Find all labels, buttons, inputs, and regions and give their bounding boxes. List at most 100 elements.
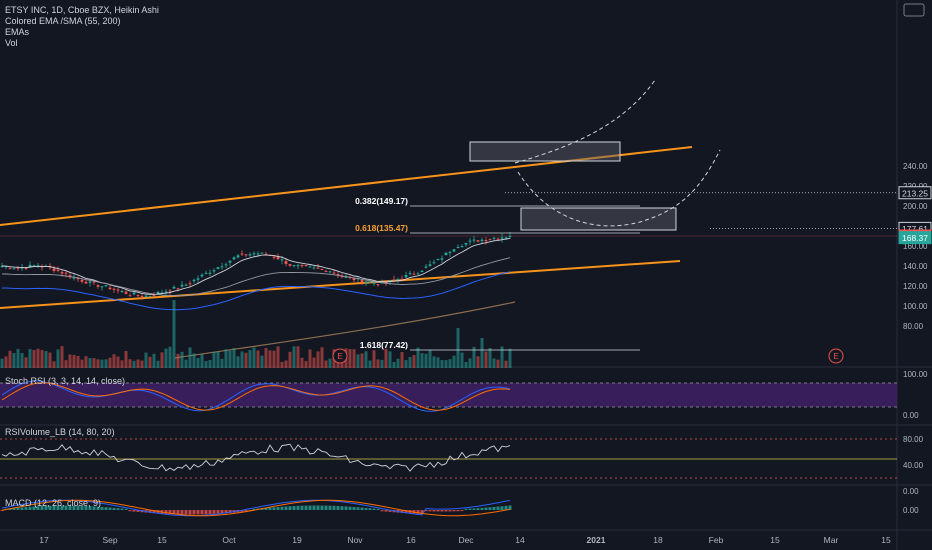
candle-body [300,265,304,267]
macd-hist-bar [136,510,140,512]
macd-hist-bar [148,510,152,513]
volume-bar [460,352,464,368]
candle-body [244,254,248,256]
macd-hist-bar [304,505,308,510]
candle-body [468,240,472,242]
macd-hist-bar [484,507,488,510]
candle-body [336,274,340,276]
macd-hist-bar [96,506,100,510]
candle-body [388,280,392,282]
indicator-emas[interactable]: EMAs [5,27,30,37]
indicator-vol[interactable]: Vol [5,38,18,48]
volume-bar [100,359,104,368]
volume-bar [480,338,484,368]
macd-legend[interactable]: MACD (12, 26, close, 9) [5,498,102,508]
macd-hist-bar [368,508,372,510]
macd-hist-bar [492,506,496,510]
macd-hist-bar [180,510,184,515]
macd-hist-bar [40,506,44,510]
macd-hist-bar [192,510,196,515]
volume-bar [80,359,84,368]
volume-bar [132,360,136,368]
macd-hist-bar [332,505,336,510]
volume-bar [488,348,492,368]
volume-bar [324,360,328,368]
volume-bar [256,350,260,368]
macd-hist-bar [288,506,292,510]
macd-hist-bar [452,510,456,512]
candle-body [220,266,224,268]
volume-bar [416,347,420,368]
macd-hist-bar [16,507,20,510]
price-tick-label: 120.00 [903,282,928,291]
target-box-upper [469,141,621,162]
macd-hist-bar [252,508,256,510]
candle-body [180,284,184,287]
candle-body [172,286,176,289]
candle-body [284,260,288,265]
candle-body [480,239,484,242]
volume-bar [64,360,68,368]
volume-bar [276,346,280,368]
macd-hist-bar [244,510,248,512]
candle-body [148,295,152,297]
volume-bar [456,328,460,368]
macd-hist-bar [352,506,356,510]
price-badge [898,186,932,200]
macd-hist-bar [380,510,384,512]
macd-hist-bar [108,507,112,510]
candle-body [40,266,44,268]
fib-level-label: 1.618(77.42) [360,340,408,350]
volume-bar [184,359,188,368]
candle-body [416,273,420,275]
candle-body [444,252,448,256]
stoch-legend[interactable]: Stoch RSI (3, 3, 14, 14, close) [5,376,126,386]
ema-55-line [2,271,511,311]
candle-body [464,242,468,245]
candle-body [504,237,508,239]
time-axis-label: 2021 [587,535,606,545]
rsivol-legend[interactable]: RSIVolume_LB (14, 80, 20) [5,427,115,437]
macd-hist-bar [212,510,216,514]
volume-bar [448,359,452,368]
volume-bar [308,349,312,368]
volume-bar [272,350,276,368]
macd-hist-bar [324,505,328,510]
candle-body [64,272,68,274]
volume-bar [356,354,360,368]
macd-hist-bar [500,506,504,510]
macd-hist-bar [384,510,388,512]
volume-bar [116,356,120,368]
macd-hist-bar [308,505,312,510]
symbol-line[interactable]: ETSY INC, 1D, Cboe BZX, Heikin Ashi [5,5,159,15]
volume-bar [32,349,36,368]
macd-hist-bar [504,505,508,510]
candle-body [484,240,488,242]
macd-hist-bar [476,508,480,510]
volume-bar [392,361,396,368]
volume-bar [96,359,100,368]
macd-hist-bar [60,505,64,510]
macd-hist-bar [284,506,288,510]
time-axis-label: 19 [292,535,302,545]
volume-bar [360,353,364,368]
volume-bar [244,352,248,368]
indicator-ema-sma[interactable]: Colored EMA /SMA (55, 200) [5,16,121,26]
candle-body [440,258,444,260]
macd-hist-bar [424,510,428,512]
volume-bar [240,351,244,368]
candle-body [508,235,512,237]
macd-hist-bar [420,510,424,515]
macd-hist-bar [496,506,500,510]
candle-body [252,253,256,255]
target-box-lower [520,207,677,231]
volume-bar [504,360,508,368]
price-tick-label: 100.00 [903,302,928,311]
stoch-d-line [1,382,511,411]
channel-upper-line [0,146,693,226]
candle-body [112,288,116,290]
time-axis-label: 18 [653,535,663,545]
candle-body [408,272,412,274]
candle-body [308,266,312,268]
